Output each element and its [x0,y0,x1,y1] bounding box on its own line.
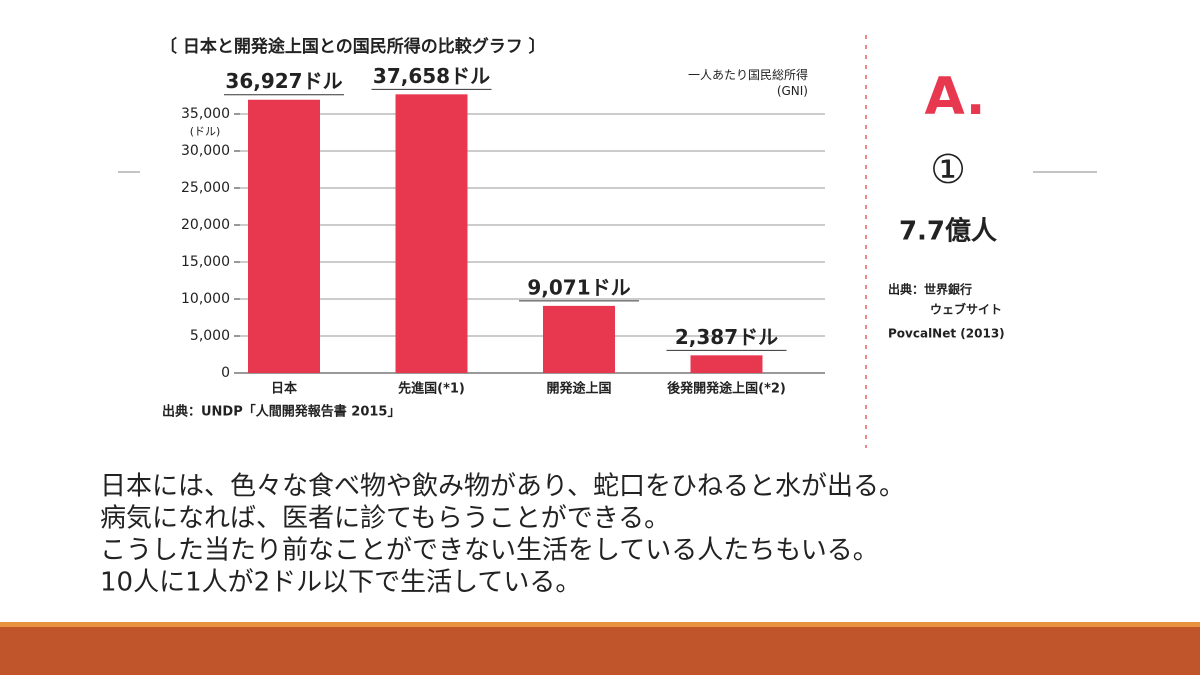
annotation: 一人あたり国民総所得(GNI) [688,67,808,98]
answer-source: PovcalNet (2013) [888,327,1005,341]
y-tick-label: 10,000 [181,291,230,307]
value-label: 36,927ドル [225,69,342,93]
chart-title: 〔 日本と開発途上国との国民所得の比較グラフ 〕 [160,36,546,57]
x-tick-label: 先進国(*1) [398,381,465,397]
body-text: こうした当たり前なことができない生活をしている人たちもいる。 [100,536,879,566]
bar [690,355,763,373]
body-text: 日本には、色々な食べ物や飲み物があり、蛇口をひねると水が出る。 [100,472,905,502]
bar [543,305,615,373]
answer-source: ウェブサイト [930,302,1002,317]
body-text: 10人に1人が2ドル以下で生活している。 [100,568,581,598]
y-tick-label: 5,000 [190,328,230,344]
y-tick-label: 20,000 [181,217,230,233]
footer-band [0,627,1200,675]
chart-source: 出典：UNDP「人間開発報告書 2015」 [162,404,400,420]
y-tick-label: 25,000 [181,180,230,196]
answer-result: 7.7億人 [899,217,997,247]
x-tick-label: 後発開発途上国(*2) [667,381,786,397]
bar [248,99,320,373]
y-axis-unit: (ドル) [190,125,221,138]
body-text: 病気になれば、医者に診てもらうことができる。 [100,504,670,534]
footer-stripe [0,622,1200,627]
answer-number: ① [930,147,966,193]
x-tick-label: 開発途上国 [546,381,611,397]
x-tick-label: 日本 [271,381,297,397]
bar [395,94,468,373]
answer-source: 出典：世界銀行 [888,282,972,297]
y-tick-label: 35,000 [181,106,230,122]
y-tick-label: 30,000 [181,143,230,159]
value-label: 9,071ドル [527,275,630,299]
value-label: 2,387ドル [675,325,778,349]
y-tick-label: 0 [221,365,230,381]
value-label: 37,658ドル [373,64,490,88]
y-tick-label: 15,000 [181,254,230,270]
answer-letter: A. [925,67,986,127]
